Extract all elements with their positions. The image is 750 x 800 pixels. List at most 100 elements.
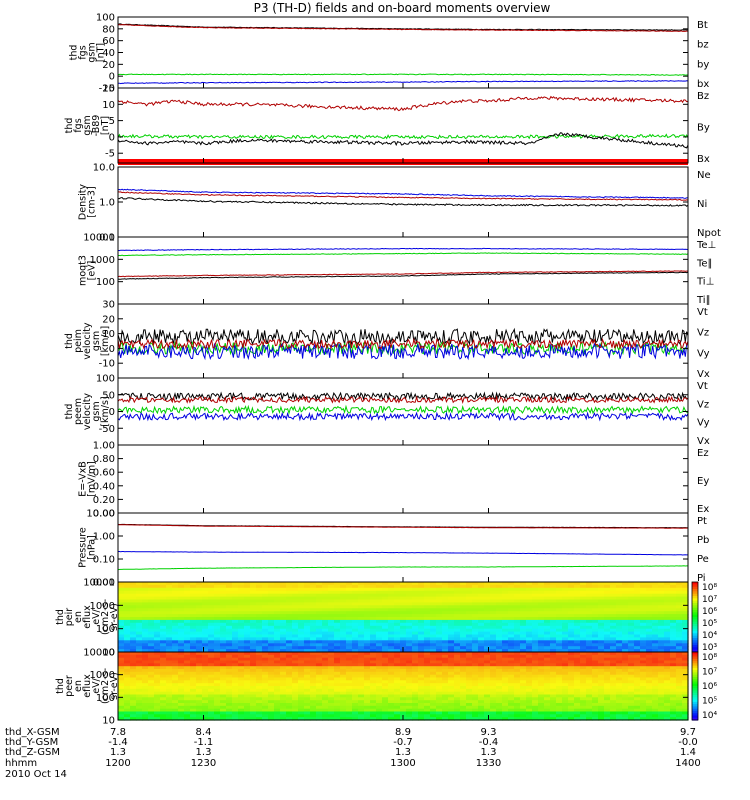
spectrogram-cell bbox=[478, 669, 485, 673]
spectrogram-cell bbox=[502, 705, 509, 710]
spectrogram-cell bbox=[388, 634, 395, 638]
spectrogram-cell bbox=[148, 593, 155, 598]
spectrogram-cell bbox=[316, 596, 323, 601]
legend-label: Pt bbox=[697, 516, 707, 527]
spectrogram-cell bbox=[364, 657, 371, 662]
spectrogram-cell bbox=[616, 599, 623, 603]
spectrogram-cell bbox=[484, 688, 491, 693]
spectrogram-cell bbox=[550, 717, 557, 721]
spectrogram-cell bbox=[526, 582, 533, 586]
spectrogram-cell bbox=[514, 677, 521, 681]
spectrogram-cell bbox=[232, 625, 239, 630]
spectrogram-cell bbox=[292, 708, 299, 713]
spectrogram-cell bbox=[436, 694, 443, 698]
spectrogram-cell bbox=[358, 611, 365, 615]
spectrogram-cell bbox=[634, 608, 641, 612]
spectrogram-cell bbox=[544, 622, 551, 627]
spectrogram-cell bbox=[592, 700, 599, 704]
spectrogram-cell bbox=[124, 654, 131, 659]
spectrogram-cell bbox=[190, 582, 197, 586]
spectrogram-cell bbox=[400, 708, 407, 713]
spectrogram-cell bbox=[616, 711, 623, 715]
spectrogram-cell bbox=[136, 637, 143, 641]
spectrogram-cell bbox=[190, 619, 197, 624]
spectrogram-cell bbox=[166, 608, 173, 612]
spectrogram-cell bbox=[508, 619, 515, 624]
spectrogram-cell bbox=[364, 660, 371, 664]
spectrogram-cell bbox=[574, 688, 581, 693]
spectrogram-cell bbox=[598, 582, 605, 586]
spectrogram-cell bbox=[124, 657, 131, 662]
spectrogram-cell bbox=[412, 634, 419, 638]
spectrogram-cell bbox=[442, 700, 449, 704]
spectrogram-cell bbox=[328, 628, 335, 633]
spectrogram-cell bbox=[520, 646, 527, 650]
spectrogram-cell bbox=[244, 688, 251, 693]
spectrogram-cell bbox=[502, 634, 509, 638]
spectrogram-cell bbox=[508, 711, 515, 715]
y-axis-label: [nT] bbox=[96, 43, 107, 62]
spectrogram-cell bbox=[364, 617, 371, 621]
spectrogram-cell bbox=[670, 654, 677, 659]
spectrogram-cell bbox=[118, 686, 125, 690]
legend-label: Ey bbox=[697, 476, 709, 487]
spectrogram-cell bbox=[370, 652, 377, 656]
spectrogram-cell bbox=[640, 614, 647, 618]
spectrogram-cell bbox=[358, 614, 365, 618]
spectrogram-cell bbox=[364, 628, 371, 633]
spectrogram-cell bbox=[184, 711, 191, 715]
spectrogram-cell bbox=[562, 680, 569, 684]
spectrogram-cell bbox=[232, 619, 239, 624]
spectrogram-cell bbox=[574, 666, 581, 670]
spectrogram-cell bbox=[202, 680, 209, 684]
spectrogram-cell bbox=[604, 680, 611, 684]
spectrogram-cell bbox=[532, 683, 539, 687]
spectrogram-cell bbox=[538, 631, 545, 636]
spectrogram-cell bbox=[496, 683, 503, 687]
spectrogram-cell bbox=[202, 686, 209, 690]
spectrogram-cell bbox=[424, 688, 431, 693]
spectrogram-cell bbox=[532, 587, 539, 592]
spectrogram-cell bbox=[574, 622, 581, 627]
spectrogram-cell bbox=[220, 654, 227, 659]
spectrogram-cell bbox=[454, 691, 461, 696]
spectrogram-cell bbox=[298, 617, 305, 621]
spectrogram-cell bbox=[592, 596, 599, 601]
spectrogram-cell bbox=[562, 671, 569, 676]
spectrogram-cell bbox=[244, 646, 251, 650]
spectrogram-cell bbox=[208, 631, 215, 636]
spectrogram-cell bbox=[586, 611, 593, 615]
spectrogram-cell bbox=[544, 643, 551, 647]
spectrogram-cell bbox=[568, 596, 575, 601]
spectrogram-cell bbox=[262, 700, 269, 704]
spectrogram-cell bbox=[604, 640, 611, 644]
spectrogram-cell bbox=[226, 649, 233, 653]
spectrogram-cell bbox=[148, 652, 155, 656]
spectrogram-cell bbox=[466, 654, 473, 659]
spectrogram-cell bbox=[118, 700, 125, 704]
spectrogram-cell bbox=[616, 654, 623, 659]
spectrogram-cell bbox=[556, 599, 563, 603]
spectrogram-cell bbox=[238, 654, 245, 659]
spectrogram-cell bbox=[508, 686, 515, 690]
spectrogram-cell bbox=[346, 717, 353, 721]
spectrogram-cell bbox=[406, 599, 413, 603]
spectrogram-cell bbox=[604, 717, 611, 721]
spectrogram-cell bbox=[520, 691, 527, 696]
spectrogram-cell bbox=[568, 605, 575, 609]
spectrogram-cell bbox=[502, 605, 509, 609]
spectrogram-cell bbox=[268, 660, 275, 664]
spectrogram-cell bbox=[214, 652, 221, 656]
spectrogram-cell bbox=[370, 640, 377, 644]
spectrogram-cell bbox=[256, 611, 263, 615]
spectrogram-cell bbox=[682, 683, 689, 687]
spectrogram-cell bbox=[556, 657, 563, 662]
spectrogram-cell bbox=[622, 596, 629, 601]
spectrogram-cell bbox=[382, 697, 389, 701]
spectrogram-cell bbox=[274, 643, 281, 647]
spectrogram-cell bbox=[310, 708, 317, 713]
spectrogram-cell bbox=[154, 614, 161, 618]
spectrogram-cell bbox=[460, 703, 467, 707]
spectrogram-cell bbox=[514, 683, 521, 687]
spectrogram-cell bbox=[178, 631, 185, 636]
